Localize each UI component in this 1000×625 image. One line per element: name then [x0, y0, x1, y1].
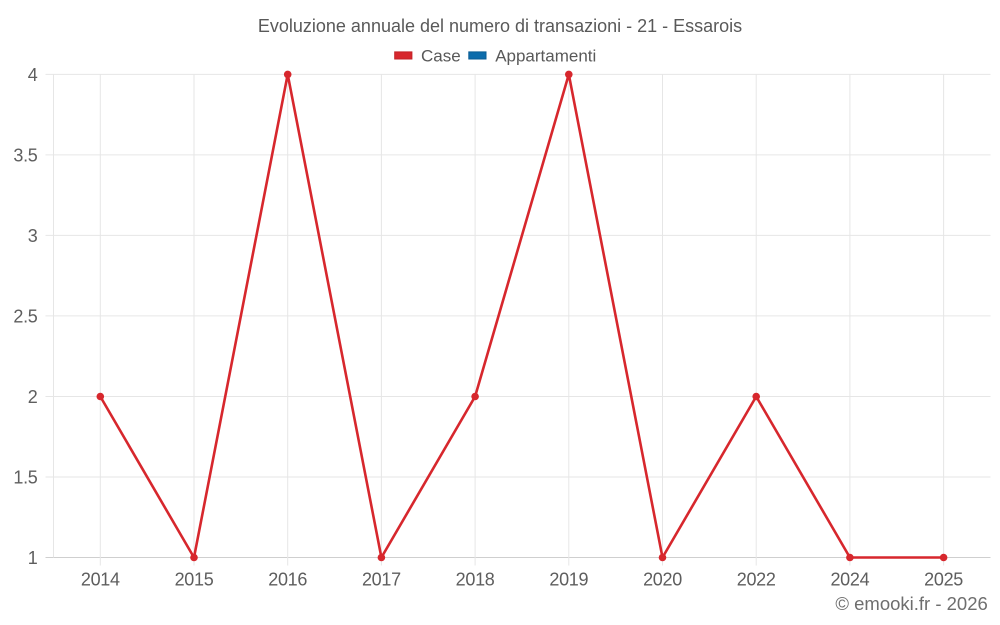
svg-text:2025: 2025 [924, 570, 963, 590]
svg-text:1: 1 [28, 548, 38, 568]
svg-text:2019: 2019 [549, 570, 588, 590]
svg-text:2: 2 [28, 387, 38, 407]
svg-text:2024: 2024 [830, 570, 869, 590]
svg-text:2017: 2017 [362, 570, 401, 590]
svg-text:4: 4 [28, 65, 38, 85]
svg-text:2014: 2014 [81, 570, 120, 590]
svg-text:2020: 2020 [643, 570, 682, 590]
svg-text:2015: 2015 [175, 570, 214, 590]
svg-text:1.5: 1.5 [13, 468, 37, 488]
svg-text:© emooki.fr - 2026: © emooki.fr - 2026 [835, 593, 987, 614]
svg-text:Evoluzione annuale del numero: Evoluzione annuale del numero di transaz… [258, 16, 742, 36]
svg-text:2016: 2016 [268, 570, 307, 590]
svg-text:2.5: 2.5 [13, 307, 37, 327]
svg-text:Appartamenti: Appartamenti [495, 47, 596, 66]
svg-text:3.5: 3.5 [13, 146, 37, 166]
svg-text:3: 3 [28, 226, 38, 246]
svg-text:Case: Case [421, 47, 461, 66]
svg-text:2018: 2018 [456, 570, 495, 590]
svg-text:2022: 2022 [737, 570, 776, 590]
